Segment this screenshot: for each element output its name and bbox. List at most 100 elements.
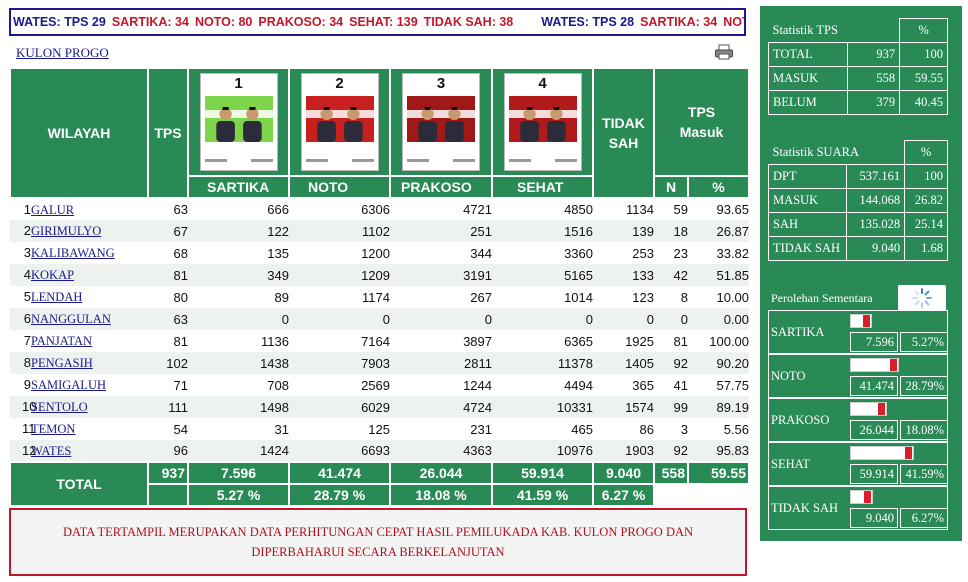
candidate-photo-1: 1: [187, 67, 290, 177]
wilayah-link[interactable]: KALIBAWANG: [31, 246, 115, 260]
cell-pct: 10.00: [716, 289, 750, 305]
perolehan-value: 7.596: [850, 332, 898, 352]
cell-pct: 90.20: [688, 352, 750, 374]
cell-pct: 33.82: [716, 245, 750, 261]
row-number: 7: [23, 333, 31, 348]
row-number: 10: [22, 399, 37, 414]
cell-tidak-sah: 0: [593, 308, 654, 330]
ticker-item: WATES: TPS 29: [13, 15, 106, 29]
ticker-item: SARTIKA: 34: [111, 15, 189, 29]
cell-votes: 7903: [289, 352, 390, 374]
perolehan-name: SARTIKA: [771, 324, 825, 339]
wilayah-link[interactable]: LENDAH: [31, 290, 83, 304]
cell-votes: 1136: [261, 333, 289, 349]
perolehan-value: 59.914: [850, 464, 898, 484]
cell-votes: 1516: [492, 220, 593, 242]
wilayah-link[interactable]: PANJATAN: [31, 334, 93, 348]
table-row: 11TEMON 54 31 125 231 465 86 3 5.56: [10, 418, 749, 440]
perolehan-item: NOTO 41.474 28.79%: [768, 354, 948, 398]
cell-wilayah: 11TEMON: [10, 418, 148, 440]
cell-tidak-sah: 1903: [593, 440, 654, 462]
cell-votes: 10976: [492, 440, 593, 462]
cell-wilayah: 5LENDAH: [10, 286, 148, 308]
cell-votes: 0: [492, 308, 593, 330]
perolehan-value: 41.474: [850, 376, 898, 396]
header-candidate-2: NOTO: [288, 175, 391, 199]
cell-n: 8: [680, 289, 688, 305]
cell-votes: 6365: [564, 333, 593, 349]
total-label: TOTAL: [9, 461, 149, 507]
loading-spinner-icon: [898, 285, 946, 311]
cell-wilayah: 8PENGASIH: [10, 352, 148, 374]
cell-votes: 11378: [492, 352, 593, 374]
wilayah-link[interactable]: NANGGULAN: [31, 312, 111, 326]
caption-mark: [453, 159, 475, 162]
cell-wilayah: 4KOKAP: [10, 264, 148, 286]
cell-votes: 231: [470, 421, 492, 437]
total-share: 41.59 %: [491, 483, 594, 507]
total-votes: 7.596: [187, 461, 290, 485]
perolehan-bar-fill: [890, 359, 897, 371]
perolehan-pct: 28.79%: [900, 376, 948, 396]
ticker-item: NOTO: 99: [723, 15, 744, 29]
cell-tidak-sah: 1925: [625, 333, 654, 349]
cell-tps: 80: [173, 289, 188, 305]
stat-tps-table: Statistik TPS % TOTAL 937 100 MASUK 558 59.55…: [768, 18, 948, 115]
row-number: 12: [22, 442, 37, 458]
cell-votes: 31: [274, 421, 289, 437]
cell-wilayah: 12WATES: [10, 440, 148, 462]
cell-tps: 68: [173, 245, 188, 261]
stat-label: MASUK: [768, 66, 848, 91]
candidate-caption: [204, 156, 273, 166]
cell-votes: 4494: [564, 377, 593, 393]
stat-row: MASUK 144.068 26.82: [767, 188, 948, 213]
cell-pct: 26.87: [688, 220, 750, 242]
wilayah-link[interactable]: TEMON: [31, 422, 76, 436]
perolehan-value: 26.044: [850, 420, 898, 440]
caption-mark: [508, 159, 531, 162]
stat-row: MASUK 558 59.55: [768, 66, 948, 91]
perolehan-pct: 18.08%: [900, 420, 948, 440]
wilayah-link[interactable]: SENTOLO: [31, 400, 88, 414]
wilayah-link[interactable]: WATES: [31, 443, 72, 458]
cell-n: 59: [673, 202, 688, 217]
wilayah-link[interactable]: PENGASIH: [31, 356, 93, 370]
cell-votes: 344: [470, 245, 492, 261]
cell-n: 0: [654, 308, 688, 330]
print-icon[interactable]: [714, 44, 734, 60]
stat-value: 937: [846, 42, 901, 67]
cell-votes: 3360: [564, 245, 593, 261]
notice-line-2: DIPERBAHARUI SECARA BERKELANJUTAN: [251, 545, 505, 559]
cell-n: 81: [673, 333, 688, 349]
cell-votes: 267: [470, 289, 492, 305]
table-row: 7PANJATAN 81 1136 7164 3897 6365 1925 81 100.00: [10, 330, 749, 352]
cell-tps: 67: [148, 220, 188, 242]
stat-suara-table: Statistik SUARA % DPT 537.161 100 MASUK 144.…: [767, 140, 948, 261]
perolehan-bar-fill: [864, 491, 871, 503]
cell-votes: 1174: [362, 289, 390, 305]
cell-wilayah: 10SENTOLO: [10, 396, 148, 418]
stat-row: TIDAK SAH 9.040 1.68: [767, 236, 948, 261]
stat-label: TOTAL: [768, 42, 848, 67]
cell-votes: 6029: [289, 396, 390, 418]
wilayah-link[interactable]: GIRIMULYO: [31, 224, 102, 238]
total-tidak-sah: 9.040: [592, 461, 655, 485]
candidate-banner: [305, 96, 374, 142]
ticker-marquee: WATES: TPS 29 SARTIKA: 34 NOTO: 80 PRAKOSO:…: [9, 8, 746, 36]
region-link-kulon-progo[interactable]: KULON PROGO: [16, 45, 109, 60]
wilayah-link[interactable]: SAMIGALUH: [31, 378, 106, 392]
wilayah-link[interactable]: GALUR: [31, 202, 75, 217]
cell-votes: 1498: [188, 396, 289, 418]
perolehan-bar: [850, 402, 887, 416]
cell-votes: 0: [188, 308, 289, 330]
caption-mark: [554, 159, 577, 162]
perolehan-title: Perolehan Sementara: [771, 291, 873, 305]
row-number: 9: [23, 377, 31, 392]
cell-wilayah: 1GALUR: [10, 198, 148, 220]
table-row: 8PENGASIH 102 1438 7903 2811 11378 1405 92 90.20: [10, 352, 750, 374]
wilayah-link[interactable]: KOKAP: [31, 268, 75, 282]
cell-wilayah: 9SAMIGALUH: [10, 374, 148, 396]
cell-pct: 93.65: [716, 202, 750, 217]
perolehan-bar: [850, 358, 899, 372]
cell-tidak-sah: 253: [632, 245, 654, 261]
